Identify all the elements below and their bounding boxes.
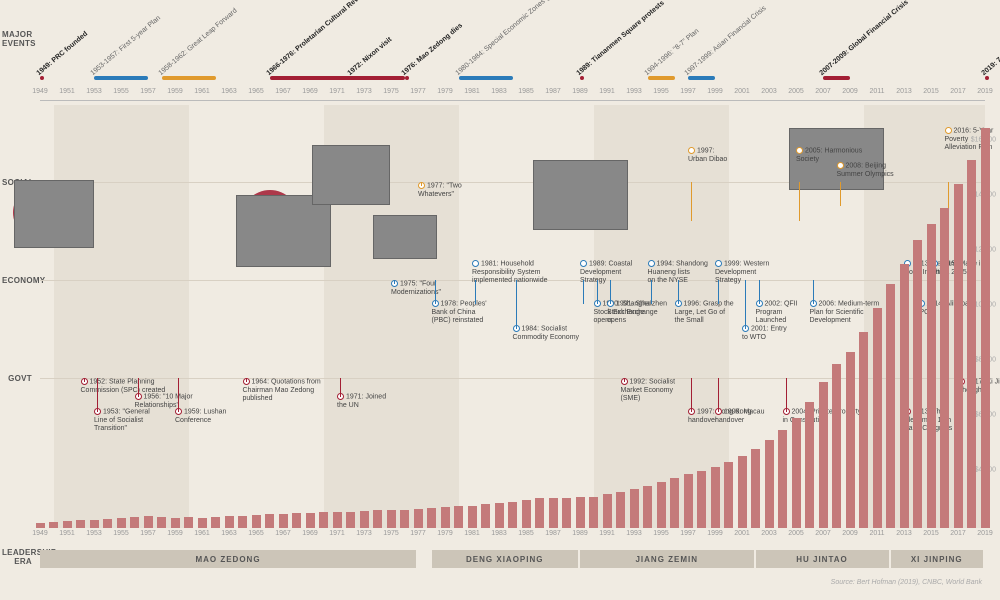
- label-leader: LEADERSHIP ERA: [2, 548, 32, 566]
- events-row: 1949: PRC founded1953-1957: First 5-year…: [40, 8, 985, 83]
- timeline-chart: MAJOR EVENTS SOCIAL ECONOMY GOVT LEADERS…: [0, 0, 1000, 600]
- leader-row: MAO ZEDONGDENG XIAOPINGJIANG ZEMINHU JIN…: [40, 550, 985, 568]
- bottom-axis: 1949195119531955195719591961196319651967…: [40, 530, 985, 544]
- label-events: MAJOR EVENTS: [2, 30, 32, 48]
- source-text: Source: Bert Hofman (2019), CNBC, World …: [831, 579, 982, 586]
- gdp-bars: [40, 98, 985, 528]
- label-econ: ECONOMY: [2, 276, 32, 285]
- label-govt: GOVT: [2, 374, 32, 383]
